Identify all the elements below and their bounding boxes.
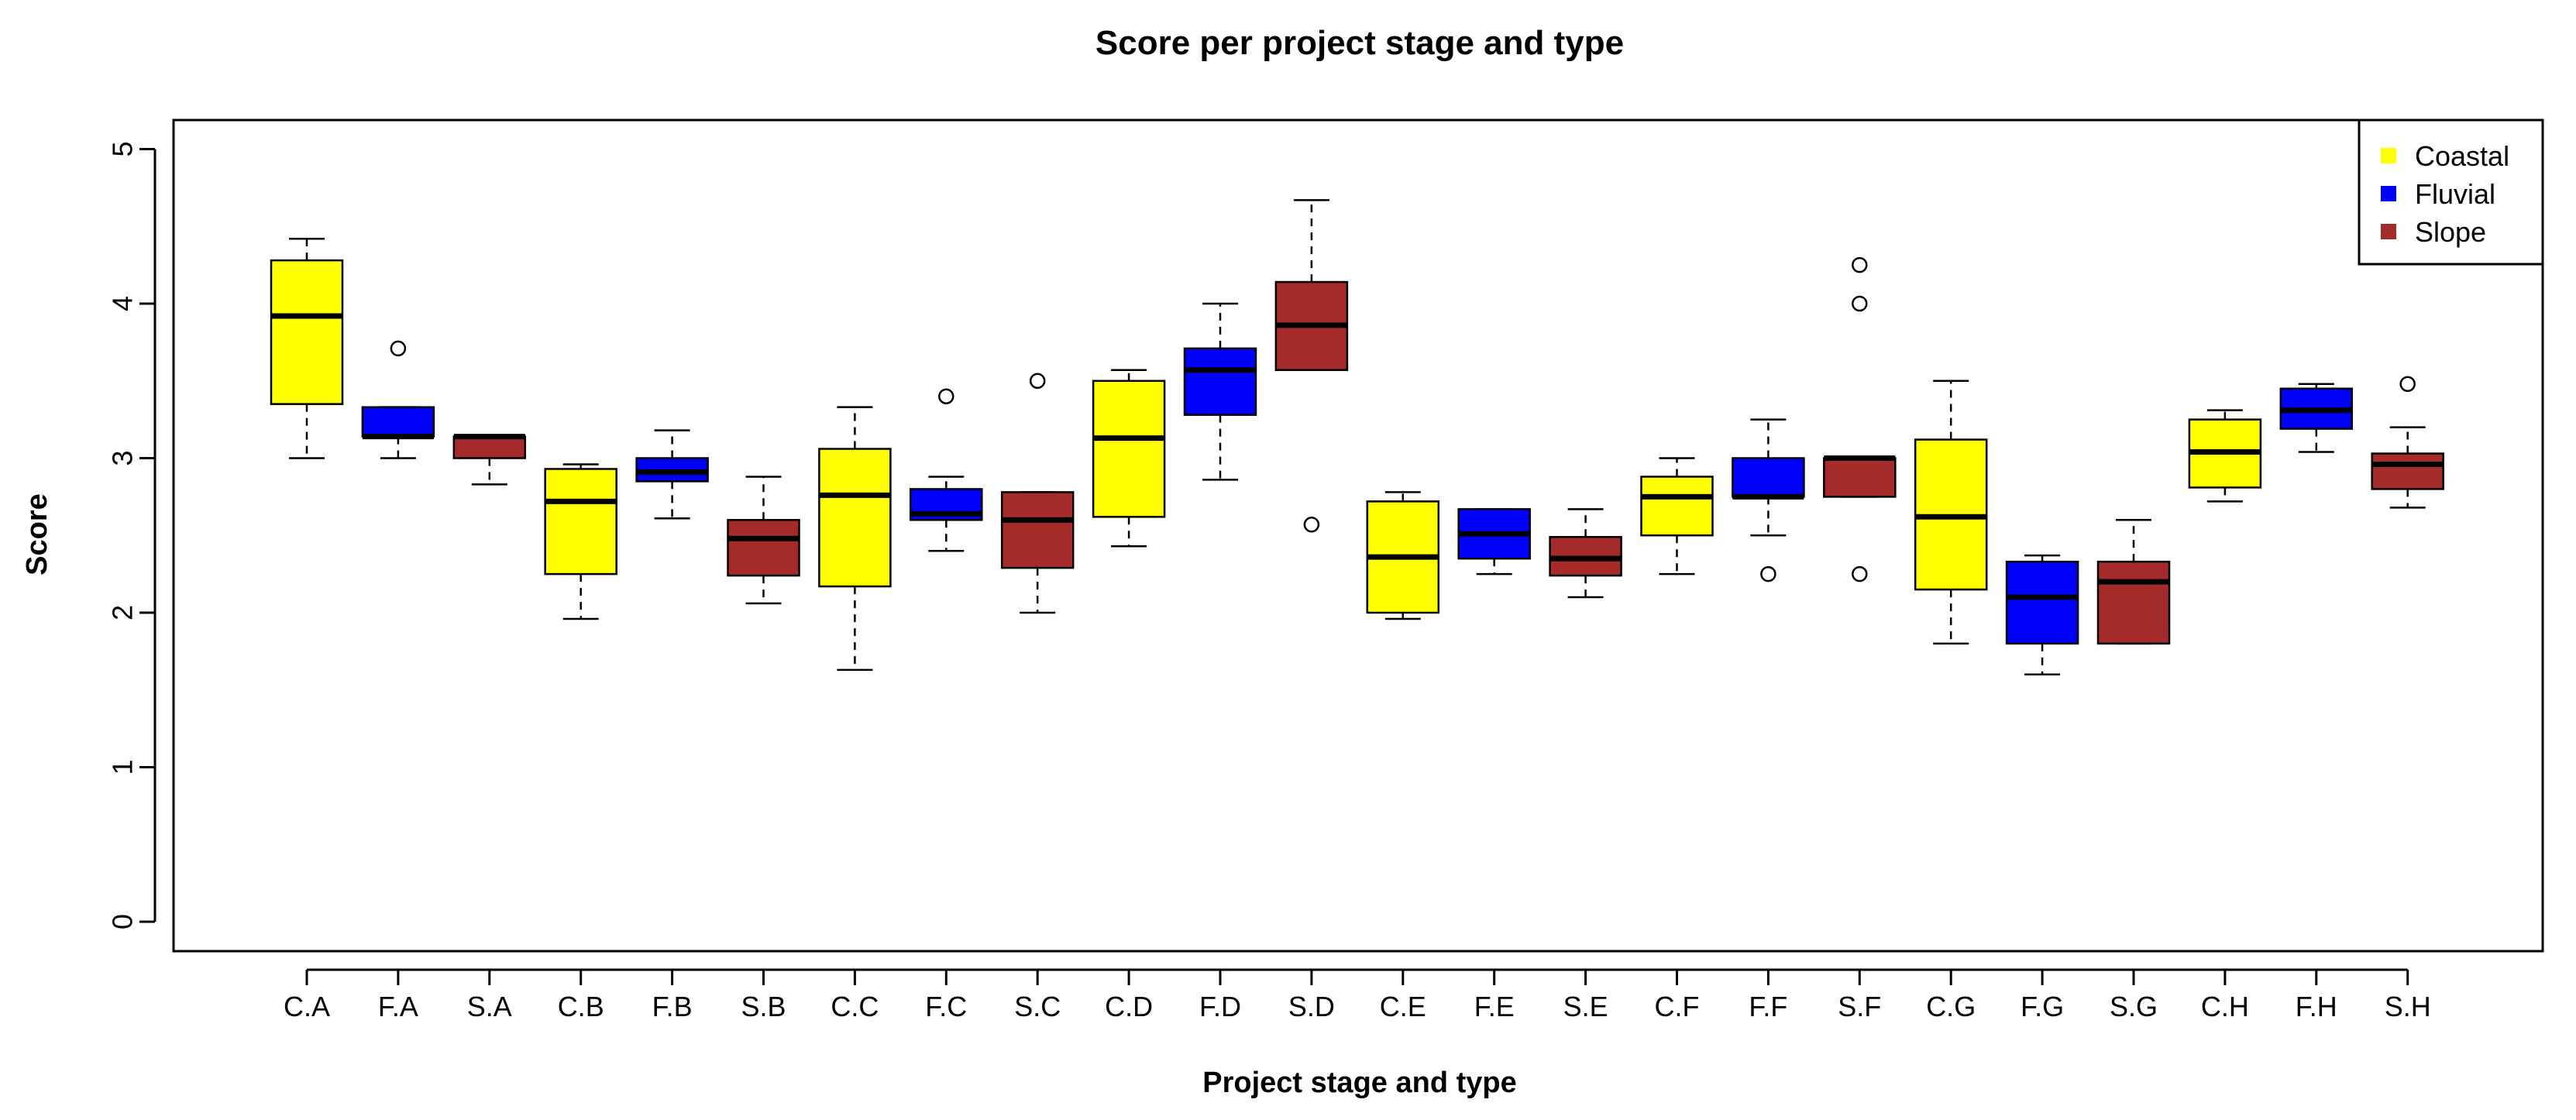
- box-body: [2371, 452, 2444, 490]
- box-f-f: [1732, 418, 1805, 582]
- boxes-group: [270, 199, 2444, 676]
- box-f-b: [635, 429, 709, 520]
- box-s-e: [1549, 508, 1622, 599]
- chart-title: Score per project stage and type: [1095, 24, 1624, 62]
- outlier-point: [2399, 376, 2416, 392]
- box-c-f: [1640, 457, 1714, 575]
- legend-label-coastal: Coastal: [2415, 140, 2509, 172]
- x-tick-label: C.G: [1926, 991, 1976, 1022]
- box-s-d: [1274, 199, 1349, 533]
- y-axis-title: Score: [21, 493, 53, 575]
- outlier-point: [1760, 565, 1776, 582]
- box-body: [1823, 457, 1897, 498]
- plot-frame: [172, 119, 2544, 953]
- y-tick-label: 3: [107, 450, 139, 466]
- x-tick-label: S.B: [741, 991, 786, 1022]
- box-c-a: [270, 237, 344, 459]
- outlier-point: [1029, 373, 1046, 389]
- box-s-g: [2096, 519, 2171, 645]
- x-tick-label: F.F: [1749, 991, 1787, 1022]
- outlier-point: [938, 388, 954, 404]
- box-s-a: [452, 434, 527, 486]
- box-c-d: [1092, 369, 1166, 548]
- box-body: [1732, 457, 1805, 498]
- legend: Coastal Fluvial Slope: [2358, 119, 2544, 266]
- x-tick-label: F.H: [2296, 991, 2337, 1022]
- y-tick-label: 5: [107, 141, 139, 156]
- x-tick-label: F.D: [1199, 991, 1241, 1022]
- box-f-g: [2005, 554, 2079, 676]
- box-c-c: [818, 406, 892, 672]
- box-c-e: [1366, 491, 1440, 620]
- box-f-h: [2279, 383, 2354, 453]
- x-tick-label: S.G: [2110, 991, 2158, 1022]
- box-body: [1183, 347, 1257, 416]
- y-tick-label: 2: [107, 605, 139, 620]
- x-tick-label: C.B: [558, 991, 604, 1022]
- y-axis: 0 1 2 3 4 5: [107, 141, 156, 929]
- outlier-point: [1852, 295, 1868, 312]
- y-tick-label: 1: [107, 759, 139, 775]
- x-tick-label: S.H: [2385, 991, 2431, 1022]
- x-axis: C.A F.A S.A C.B F.B S.B C.C F.C S.C C.D F.D S.D C.E F…: [284, 968, 2431, 1022]
- x-tick-label: S.A: [467, 991, 512, 1022]
- box-c-b: [544, 463, 617, 620]
- box-body: [1092, 380, 1166, 518]
- legend-label-slope: Slope: [2415, 216, 2486, 248]
- x-tick-label: F.C: [925, 991, 967, 1022]
- box-body: [1640, 476, 1714, 537]
- box-body: [361, 406, 435, 438]
- box-body: [2005, 560, 2079, 645]
- box-s-f: [1823, 256, 1897, 582]
- box-c-h: [2188, 409, 2262, 503]
- box-body: [270, 259, 344, 405]
- box-c-g: [1914, 380, 1988, 645]
- x-axis-title: Project stage and type: [1202, 1067, 1516, 1099]
- legend-swatch-coastal: [2381, 148, 2396, 163]
- outlier-point: [1852, 256, 1868, 273]
- box-body: [1000, 491, 1075, 569]
- legend-swatch-fluvial: [2381, 186, 2396, 201]
- x-tick-label: F.G: [2021, 991, 2064, 1022]
- x-tick-label: C.H: [2201, 991, 2249, 1022]
- x-tick-label: C.E: [1380, 991, 1426, 1022]
- x-tick-label: C.D: [1105, 991, 1153, 1022]
- x-tick-label: S.F: [1838, 991, 1881, 1022]
- box-f-e: [1457, 508, 1531, 575]
- outlier-point: [1852, 565, 1868, 582]
- x-tick-label: C.A: [284, 991, 330, 1022]
- outlier-point: [390, 340, 407, 357]
- legend-swatch-slope: [2381, 224, 2396, 239]
- x-tick-label: F.A: [378, 991, 418, 1022]
- box-s-c: [1000, 373, 1075, 614]
- x-tick-label: S.C: [1014, 991, 1061, 1022]
- y-tick-label: 4: [107, 296, 139, 311]
- x-tick-label: C.C: [831, 991, 879, 1022]
- x-tick-label: C.F: [1655, 991, 1700, 1022]
- box-body: [544, 468, 617, 575]
- x-tick-label: F.E: [1474, 991, 1515, 1022]
- x-tick-label: F.B: [652, 991, 693, 1022]
- legend-label-fluvial: Fluvial: [2415, 178, 2495, 210]
- outlier-point: [1303, 517, 1320, 533]
- box-body: [452, 435, 527, 459]
- x-tick-label: S.E: [1563, 991, 1608, 1022]
- box-s-h: [2371, 376, 2444, 509]
- box-f-c: [910, 388, 983, 552]
- x-tick-label: S.D: [1288, 991, 1335, 1022]
- box-f-d: [1183, 302, 1257, 481]
- box-f-a: [361, 340, 435, 459]
- box-s-b: [727, 476, 800, 605]
- box-body: [727, 519, 800, 577]
- box-body: [2096, 560, 2171, 645]
- box-body: [818, 448, 892, 588]
- y-tick-label: 0: [107, 914, 139, 929]
